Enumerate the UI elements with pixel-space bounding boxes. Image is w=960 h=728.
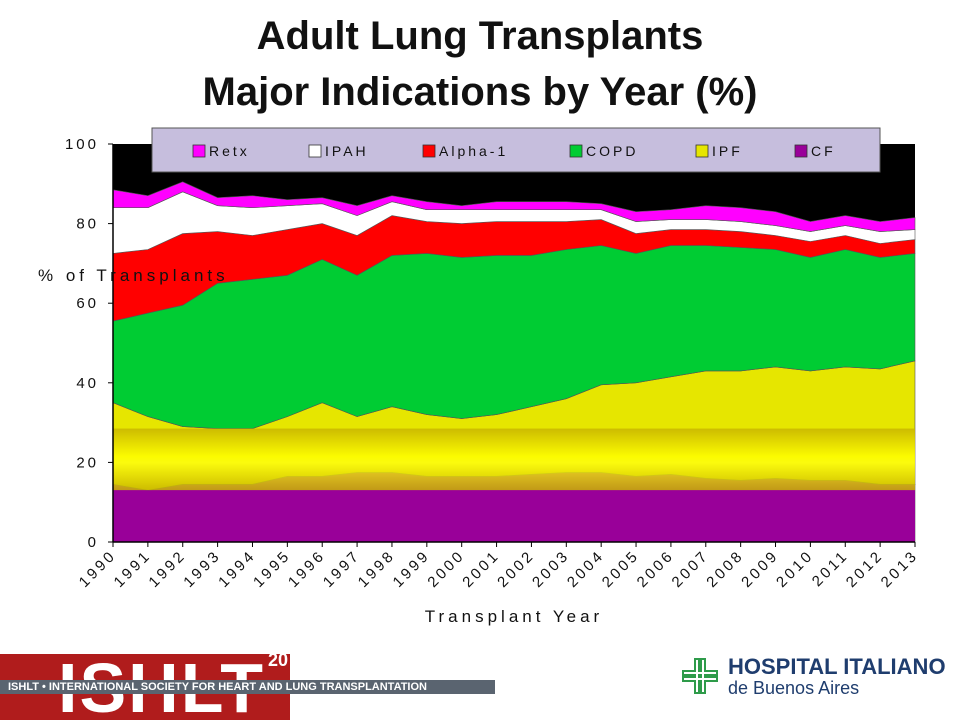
legend-swatch (569, 144, 583, 158)
y-tick-label: 80 (76, 216, 99, 233)
x-tick-label: 2008 (703, 547, 747, 591)
x-tick-label: 2001 (459, 547, 503, 591)
legend-swatch (422, 144, 436, 158)
plot-area (112, 144, 916, 543)
legend-swatch (308, 144, 322, 158)
hospital-cross-icon (682, 658, 718, 694)
y-tick-label: 40 (76, 375, 99, 392)
x-tick-label: 1995 (250, 547, 294, 591)
hospital-logo: HOSPITAL ITALIANO de Buenos Aires (682, 654, 952, 704)
y-tick-label: 60 (76, 295, 99, 312)
x-tick-label: 2002 (494, 547, 538, 591)
x-tick-label: 2000 (424, 547, 468, 591)
legend-swatch (794, 144, 808, 158)
ishlt-year: 20 (268, 650, 289, 670)
x-tick-label: 1999 (390, 547, 434, 591)
highlight-band-base (113, 490, 915, 542)
legend-box (151, 127, 881, 173)
x-tick-label: 2012 (843, 547, 887, 591)
x-tick-label: 2009 (738, 547, 782, 591)
x-tick-label: 1990 (76, 547, 120, 591)
chart-title-line1: Adult Lung Transplants (256, 14, 704, 58)
legend-label: Alpha-1 (439, 143, 508, 159)
area-retx (112, 181, 916, 232)
hospital-subtitle: de Buenos Aires (728, 678, 860, 698)
legend-label: CF (811, 143, 836, 159)
legend-label: IPAH (325, 143, 369, 159)
legend-swatch (695, 144, 709, 158)
ishlt-logo: ISHLT 20 ISHLT • INTERNATIONAL SOCIETY F… (0, 649, 495, 727)
y-tick-label: 0 (88, 534, 99, 551)
x-tick-label: 1992 (145, 547, 189, 591)
y-tick-label: 20 (76, 454, 99, 471)
x-tick-label: 2010 (773, 547, 817, 591)
x-tick-label: 2007 (669, 547, 713, 591)
legend-label: IPF (712, 143, 743, 159)
y-tick-label: 100 (65, 136, 99, 153)
x-axis-title: Transplant Year (425, 607, 603, 626)
x-tick-label: 2004 (564, 547, 608, 591)
x-tick-label: 2005 (599, 547, 643, 591)
highlight-band (113, 428, 915, 491)
legend-label: Retx (209, 143, 250, 159)
x-tick-label: 1993 (180, 547, 224, 591)
ishlt-band-text: ISHLT • INTERNATIONAL SOCIETY FOR HEART … (8, 681, 427, 693)
x-tick-label: 1991 (111, 547, 155, 591)
legend-swatch (192, 144, 206, 158)
x-tick-label: 1994 (215, 547, 259, 591)
legend: Retx IPAH Alpha-1 COPD IPF CF (151, 127, 881, 173)
legend-label: COPD (586, 143, 638, 159)
x-tick-label: 2006 (634, 547, 678, 591)
ishlt-band: ISHLT • INTERNATIONAL SOCIETY FOR HEART … (0, 680, 495, 694)
x-tick-label: 1997 (320, 547, 364, 591)
chart-title-line2: Major Indications by Year (%) (202, 70, 758, 114)
x-tick-label: 2011 (809, 547, 852, 590)
x-tick-label: 2013 (878, 547, 922, 591)
hospital-name: HOSPITAL ITALIANO (728, 654, 946, 679)
x-tick-label: 1996 (285, 547, 329, 591)
y-axis-title: % of Transplants (38, 266, 229, 285)
x-tick-label: 1998 (355, 547, 399, 591)
x-tick-label: 2003 (529, 547, 573, 591)
